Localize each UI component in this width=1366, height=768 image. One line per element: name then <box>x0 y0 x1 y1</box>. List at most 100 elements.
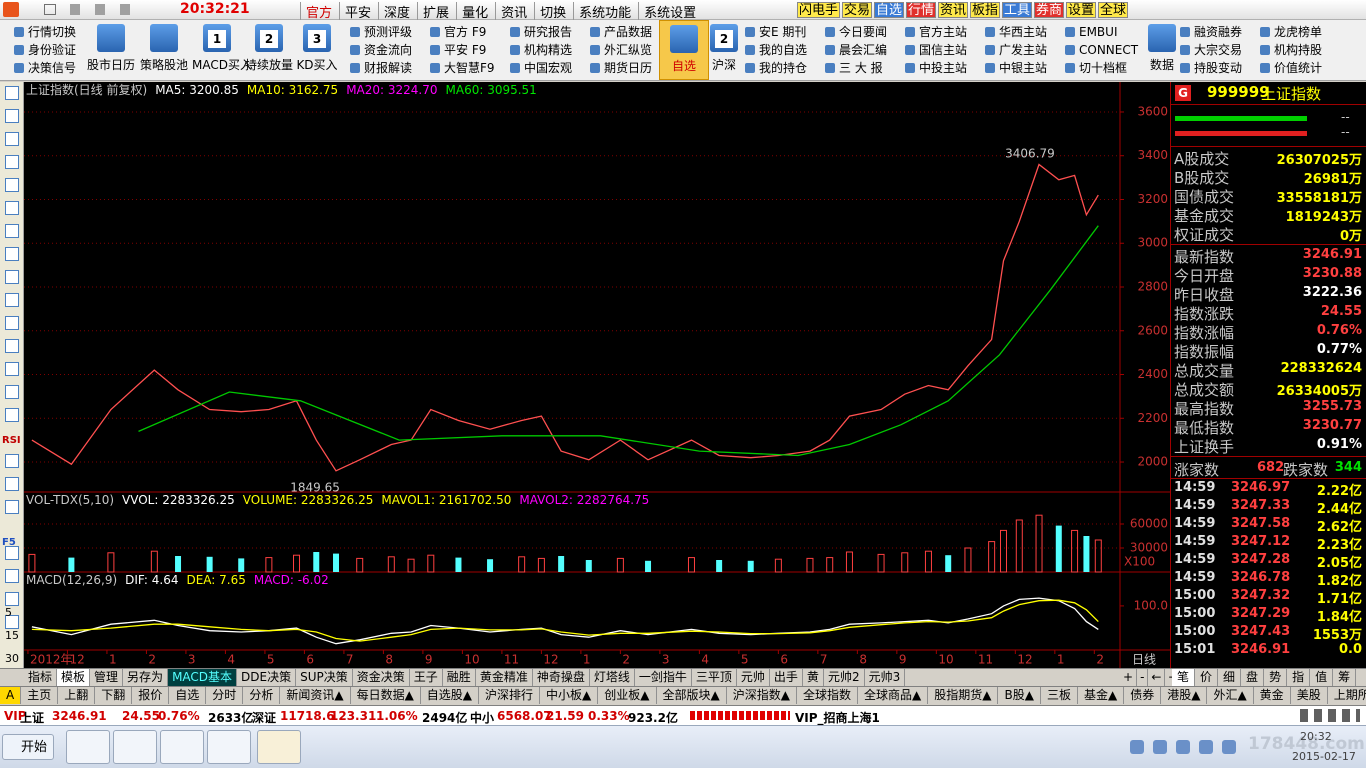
sidebar-icon[interactable] <box>5 247 19 261</box>
taskbar-app[interactable] <box>207 730 251 764</box>
toolbar-link[interactable]: 安E 期刊 <box>745 24 806 40</box>
sidebar-icon[interactable] <box>5 362 19 376</box>
market-tab[interactable]: 黄金 <box>1254 687 1291 704</box>
toolbar-button[interactable]: 股市日历 <box>86 20 136 80</box>
indicator-tab[interactable]: 另存为 <box>123 669 169 686</box>
sidebar-icon[interactable] <box>5 293 19 307</box>
top-button[interactable]: 行情 <box>906 2 936 18</box>
menu-item[interactable]: 资讯 <box>495 2 532 21</box>
market-tab[interactable]: 全球商品▲ <box>858 687 929 704</box>
sidebar-label[interactable]: RSI <box>2 435 21 446</box>
market-tab[interactable]: 债券 <box>1124 687 1162 704</box>
toolbar-link[interactable]: 期货日历 <box>590 60 652 76</box>
menu-item[interactable]: 系统功能 <box>573 2 636 21</box>
sidebar-icon[interactable] <box>5 592 19 606</box>
toolbar-link[interactable]: 官方 F9 <box>430 24 486 40</box>
toolbar-button[interactable]: 自选 <box>659 20 709 80</box>
top-button[interactable]: 闪电手 <box>797 2 840 18</box>
taskbar-app[interactable] <box>66 730 110 764</box>
sidebar-icon[interactable] <box>5 454 19 468</box>
sidebar-icon[interactable] <box>5 86 19 100</box>
indicator-tab[interactable]: 模板 <box>57 669 91 686</box>
market-tab[interactable]: 中小板▲ <box>540 687 599 704</box>
toolbar-button[interactable]: 3 KD买入 <box>292 20 342 80</box>
toolbar-link[interactable]: 产品数据 <box>590 24 652 40</box>
sidebar-icon[interactable] <box>5 546 19 560</box>
toolbar-link[interactable]: 龙虎榜单 <box>1260 24 1322 40</box>
sidebar-label[interactable]: F5 <box>2 537 16 548</box>
toolbar-button[interactable]: 2 持续放量 <box>244 20 294 80</box>
start-button[interactable]: 开始 <box>2 734 54 760</box>
control-button[interactable]: + <box>1120 669 1138 686</box>
toolbar-link[interactable]: 持股变动 <box>1180 60 1242 76</box>
toolbar-link[interactable]: 决策信号 <box>14 60 76 76</box>
market-tab[interactable]: 股指期货▲ <box>928 687 999 704</box>
tray-icon[interactable] <box>1153 740 1167 754</box>
market-tab[interactable]: 全球指数 <box>797 687 858 704</box>
toolbar-link[interactable]: 财报解读 <box>350 60 412 76</box>
top-button[interactable]: 工具 <box>1002 2 1032 18</box>
market-tab[interactable]: 沪深排行 <box>479 687 541 704</box>
sidebar-icon[interactable] <box>5 408 19 422</box>
toolbar-link[interactable]: 行情切换 <box>14 24 76 40</box>
menu-item[interactable]: 官方 <box>300 2 337 21</box>
indicator-tab[interactable]: 管理 <box>90 669 124 686</box>
menu-item[interactable]: 深度 <box>378 2 415 21</box>
toolbar-link[interactable]: 融资融券 <box>1180 24 1242 40</box>
top-button[interactable]: 设置 <box>1066 2 1096 18</box>
market-tab[interactable]: 三板 <box>1041 687 1078 704</box>
sidebar-icon[interactable] <box>5 155 19 169</box>
sidebar-icon[interactable] <box>5 316 19 330</box>
indicator-tab[interactable]: MACD基本 <box>168 669 238 686</box>
taskbar-app[interactable] <box>113 730 157 764</box>
toolbar-link[interactable]: 广发主站 <box>985 42 1047 58</box>
quote-tab[interactable]: 笔 <box>1172 669 1196 686</box>
top-button[interactable]: 全球 <box>1098 2 1128 18</box>
menu-item[interactable]: 切换 <box>534 2 571 21</box>
indicator-tab[interactable]: 指标 <box>24 669 58 686</box>
top-button[interactable]: 券商 <box>1034 2 1064 18</box>
sidebar-icon[interactable] <box>5 109 19 123</box>
tray-icon[interactable] <box>1176 740 1190 754</box>
nav-icon[interactable] <box>120 4 130 15</box>
toolbar-link[interactable]: 今日要闻 <box>825 24 887 40</box>
sidebar-icon[interactable] <box>5 132 19 146</box>
toolbar-link[interactable]: 大宗交易 <box>1180 42 1242 58</box>
taskbar-app[interactable] <box>160 730 204 764</box>
toolbar-link[interactable]: 机构精选 <box>510 42 572 58</box>
tray-icon[interactable] <box>1130 740 1144 754</box>
market-tab[interactable]: 港股▲ <box>1161 687 1208 704</box>
menu-item[interactable]: 量化 <box>456 2 493 21</box>
sidebar-icon[interactable] <box>5 477 19 491</box>
quote-tab[interactable]: 价 <box>1195 669 1219 686</box>
toolbar-link[interactable]: 价值统计 <box>1260 60 1322 76</box>
taskbar-app[interactable] <box>257 730 301 764</box>
quote-tab[interactable]: 值 <box>1310 669 1334 686</box>
toolbar-link[interactable]: 晨会汇编 <box>825 42 887 58</box>
sidebar-icon[interactable] <box>5 201 19 215</box>
market-tab[interactable]: B股▲ <box>998 687 1041 704</box>
control-button[interactable]: - <box>1137 669 1149 686</box>
quote-tab[interactable]: 势 <box>1264 669 1288 686</box>
toolbar-link[interactable]: 我的自选 <box>745 42 807 58</box>
sidebar-icon[interactable] <box>5 500 19 514</box>
market-tab[interactable]: 下翻 <box>95 687 133 704</box>
sidebar-icon[interactable] <box>5 385 19 399</box>
indicator-tab[interactable]: 元帅3 <box>865 669 906 686</box>
market-tab[interactable]: 报价 <box>132 687 170 704</box>
toolbar-link[interactable]: 中银主站 <box>985 60 1047 76</box>
toolbar-link[interactable]: 华西主站 <box>985 24 1047 40</box>
top-button[interactable]: 板指 <box>970 2 1000 18</box>
market-tab[interactable]: A <box>0 687 22 704</box>
sidebar-icon[interactable] <box>5 224 19 238</box>
market-tab[interactable]: 分时 <box>206 687 244 704</box>
sidebar-icon[interactable] <box>5 270 19 284</box>
toolbar-link[interactable]: 中投主站 <box>905 60 967 76</box>
market-tab[interactable]: 创业板▲ <box>598 687 657 704</box>
indicator-tab[interactable]: 元帅2 <box>824 669 865 686</box>
indicator-tab[interactable]: 灯塔线 <box>590 669 635 686</box>
market-tab[interactable]: 美股 <box>1291 687 1328 704</box>
toolbar-link[interactable]: 切十档框 <box>1065 60 1127 76</box>
sidebar-icon[interactable] <box>5 569 19 583</box>
toolbar-button[interactable]: 数据 <box>1137 20 1187 80</box>
